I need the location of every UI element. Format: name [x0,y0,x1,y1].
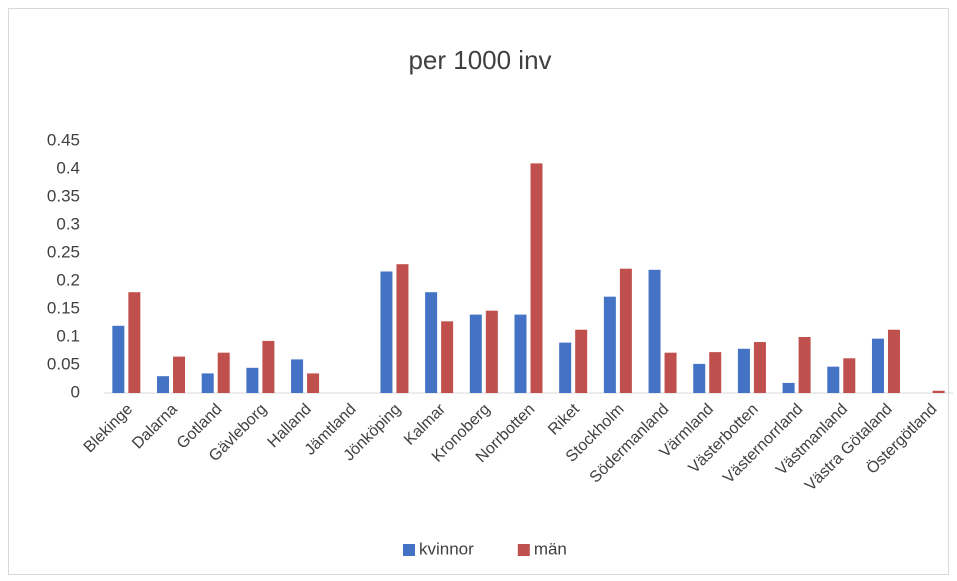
bar [932,390,945,393]
bar [887,329,900,393]
bar [201,373,214,393]
y-tick-label: 0.4 [56,158,80,177]
bar [619,268,632,393]
legend-swatch [403,544,415,556]
bar [603,296,616,393]
y-tick-label: 0.25 [47,242,80,261]
bar [871,338,884,393]
bar [530,163,543,393]
bar [737,348,750,393]
y-tick-label: 0.15 [47,298,80,317]
bar [843,358,856,393]
bar [693,363,706,393]
bar [128,292,141,393]
bar [664,352,677,393]
bar [441,321,454,393]
bar [262,340,275,393]
bar [291,359,304,393]
bar [485,310,498,393]
y-tick-label: 0.35 [47,186,80,205]
bar [827,366,840,393]
y-tick-label: 0 [71,382,80,401]
bar [396,264,409,393]
bar [173,356,186,393]
bar [753,342,766,393]
y-tick-label: 0.2 [56,270,80,289]
bar [380,271,393,393]
bar [157,376,170,393]
bar [246,367,259,393]
y-tick-label: 0.45 [47,130,80,149]
legend-label: män [534,539,567,558]
bar [798,337,811,393]
bar [469,314,482,393]
legend-swatch [517,544,530,556]
bar [514,314,527,393]
y-tick-label: 0.3 [56,214,80,233]
chart-title: per 1000 inv [408,45,551,75]
bar [425,292,438,393]
bar [217,352,230,393]
bar [575,329,588,393]
y-tick-label: 0.1 [56,326,80,345]
bar [709,352,722,393]
legend-label: kvinnor [419,539,474,558]
bar [307,373,320,393]
bar [112,325,125,393]
bar [559,342,572,393]
chart-border [8,8,949,575]
y-tick-label: 0.05 [47,354,80,373]
bar [648,269,661,393]
bar [782,382,795,393]
